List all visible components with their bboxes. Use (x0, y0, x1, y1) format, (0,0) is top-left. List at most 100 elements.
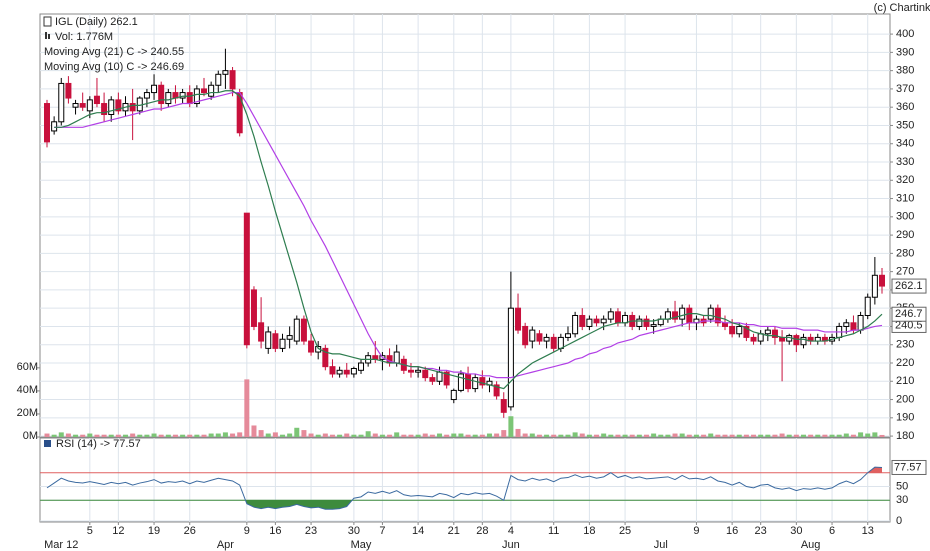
volume-bar (329, 434, 335, 437)
candle-body (543, 336, 550, 342)
y-tick-label: 210 (896, 375, 914, 387)
candle-body (679, 307, 686, 320)
candle-body (229, 70, 236, 90)
volume-bar (494, 433, 500, 437)
rsi-tag: 77.57 (894, 461, 922, 473)
volume-bar (715, 434, 721, 437)
rsi-oversold-fill (47, 500, 882, 510)
y-tick-label: 400 (896, 28, 914, 40)
candle-body (65, 82, 72, 99)
price-tag: 262.1 (895, 280, 923, 292)
volume-bar (736, 434, 742, 437)
candle-body (579, 314, 586, 327)
candle-body (393, 351, 400, 364)
y-tick-label: 310 (896, 192, 914, 204)
x-tick-label: 9 (693, 525, 699, 537)
candle-body (293, 318, 300, 342)
candle-body (407, 369, 414, 373)
volume-bar (743, 434, 749, 437)
x-tick-label: 23 (755, 525, 767, 537)
candle-body (272, 333, 279, 349)
y-tick-label: 370 (896, 83, 914, 95)
volume-bar (536, 434, 542, 437)
candle-body (736, 325, 743, 335)
candle-body (879, 274, 885, 287)
volume-bar (379, 434, 385, 437)
x-tick-label: 28 (476, 525, 488, 537)
volume-bar (265, 433, 271, 437)
moving-average-line (54, 90, 883, 390)
candle-body (522, 325, 529, 346)
volume-bar (515, 428, 521, 437)
volume-bar (643, 434, 649, 437)
volume-bar (394, 432, 400, 437)
volume-bar (151, 433, 157, 437)
candle-body (165, 92, 172, 105)
volume-bar (80, 434, 86, 437)
volume-bar (87, 433, 93, 437)
rsi-tag-box (891, 459, 927, 475)
y-tick-label: 220 (896, 357, 914, 369)
volume-bar (144, 434, 150, 437)
candle-body (457, 373, 464, 391)
moving-average-line (54, 91, 883, 379)
x-tick-label: 30 (790, 525, 802, 537)
value-tag: 246.7 (895, 308, 923, 320)
volume-bar (51, 434, 57, 437)
candle-icon (43, 16, 52, 27)
x-tick-label: 30 (348, 525, 360, 537)
volume-bar (508, 416, 514, 437)
volume-bar (843, 433, 849, 437)
x-tick-label: 18 (583, 525, 595, 537)
candle-body (607, 311, 614, 320)
candle-body (51, 121, 58, 132)
candle-body (193, 88, 200, 105)
volume-tick-label: 0M (23, 430, 38, 442)
y-tick-label: 380 (896, 65, 914, 77)
volume-bar (651, 433, 657, 437)
candle-body (300, 318, 307, 342)
candle-body (529, 329, 536, 342)
volume-bar (115, 434, 121, 437)
y-tick-label: 300 (896, 211, 914, 223)
volume-bar (472, 434, 478, 437)
volume-bar (294, 427, 300, 437)
volume-bar (579, 433, 585, 437)
candle-body (422, 369, 429, 379)
candle-body (793, 335, 800, 346)
candle-body (743, 325, 750, 338)
legend-layer: IGL (Daily) 262.1 Vol: 1.776M (c) Charti… (43, 2, 930, 551)
volume-bar (594, 434, 600, 437)
volume-bar (280, 434, 286, 437)
y-tick-label: 330 (896, 156, 914, 168)
volume-bar (230, 433, 236, 437)
value-tag: 240.5 (895, 319, 923, 331)
candle-body (79, 103, 86, 108)
volume-bar (44, 433, 50, 437)
volume-bar (222, 432, 228, 437)
candle-body (686, 307, 693, 324)
candle-body (115, 99, 122, 112)
x-tick-label: 26 (184, 525, 196, 537)
candle-body (215, 73, 222, 86)
y-tick-label: 280 (896, 247, 914, 259)
candle-body (843, 322, 850, 327)
candle-body (436, 371, 443, 382)
x-tick-label: 5 (87, 525, 93, 537)
candle-body (465, 373, 472, 390)
y-tick-label: 180 (896, 430, 914, 442)
volume-icon (48, 34, 50, 39)
candle-body (550, 336, 557, 349)
rsi-tick-label: 30 (896, 494, 908, 506)
month-label: Mar 12 (44, 539, 78, 551)
rsi-icon (44, 440, 51, 447)
candle-body (771, 329, 778, 338)
volume-bar (344, 433, 350, 437)
volume-bar (786, 434, 792, 437)
volume-bar (422, 433, 428, 437)
volume-bar (665, 434, 671, 437)
candle-body (450, 389, 457, 401)
legend-entry: Moving Avg (10) C -> 246.69 (44, 61, 184, 73)
volume-bar (58, 432, 64, 437)
volume-icon (45, 32, 47, 39)
